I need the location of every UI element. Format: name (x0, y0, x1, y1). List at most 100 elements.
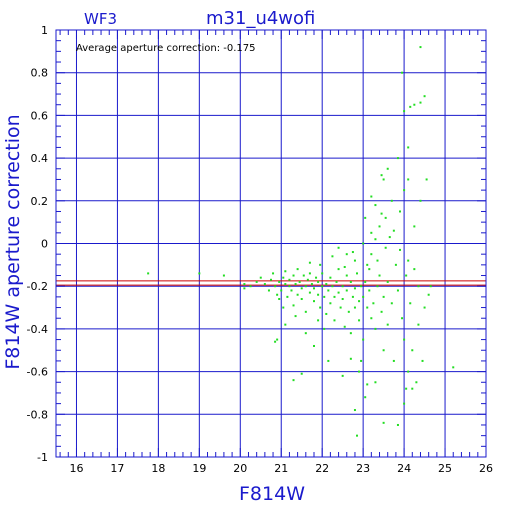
axis-ticks (56, 29, 487, 458)
data-point (286, 295, 289, 298)
data-point (323, 327, 326, 330)
data-point (325, 312, 328, 315)
data-point (370, 253, 373, 256)
data-point (419, 101, 422, 104)
data-point (308, 272, 311, 275)
data-point (339, 306, 342, 309)
x-tick-label: 26 (479, 462, 493, 475)
data-point (358, 300, 361, 303)
data-point (382, 178, 385, 181)
data-point (358, 319, 361, 322)
data-point (292, 379, 295, 382)
data-point (345, 274, 348, 277)
data-point (255, 280, 258, 283)
data-point (360, 359, 363, 362)
data-point (370, 231, 373, 234)
data-point (337, 291, 340, 294)
data-point (362, 295, 365, 298)
data-point (388, 236, 391, 239)
x-tick-label: 19 (192, 462, 206, 475)
data-point (380, 310, 383, 313)
x-tick-label: 16 (69, 462, 83, 475)
data-point (413, 103, 416, 106)
y-tick-label: 1 (41, 24, 48, 37)
data-point (317, 319, 320, 322)
x-tick-labels: 16 17 18 19 20 21 22 23 24 25 26 (69, 462, 493, 475)
data-point (429, 285, 432, 288)
data-point (409, 302, 412, 305)
y-tick-label: 0.2 (31, 195, 49, 208)
data-point (296, 293, 299, 296)
data-point (272, 272, 275, 275)
data-point (327, 359, 330, 362)
data-point (417, 323, 420, 326)
data-point (331, 285, 334, 288)
y-tick-label: 0.8 (31, 67, 49, 80)
data-point (317, 280, 320, 283)
data-point (427, 293, 430, 296)
data-point (347, 310, 350, 313)
data-point (376, 285, 379, 288)
data-points (147, 46, 455, 437)
data-point (356, 434, 358, 437)
data-point (407, 259, 410, 262)
data-point (276, 338, 279, 341)
data-point (327, 289, 330, 292)
data-point (407, 146, 410, 149)
average-annotation: Average aperture correction: -0.175 (76, 43, 256, 54)
y-tick-labels: 1 0.8 0.6 0.4 0.2 0 -0.2 -0.4 -0.6 -0.8 -1 (27, 24, 48, 464)
data-point (353, 306, 356, 309)
data-point (380, 174, 383, 177)
x-tick-label: 17 (110, 462, 124, 475)
data-point (315, 276, 318, 279)
data-point (284, 270, 287, 273)
data-point (319, 263, 322, 266)
data-point (341, 285, 344, 288)
data-point (300, 372, 303, 375)
y-tick-label: -1 (37, 451, 48, 464)
data-point (284, 323, 287, 326)
data-point (396, 423, 399, 426)
data-point (417, 285, 420, 288)
data-point (356, 272, 358, 275)
data-point (362, 242, 365, 245)
x-axis-label: F814W (239, 483, 305, 505)
data-point (341, 374, 344, 377)
data-point (353, 409, 356, 412)
data-point (337, 268, 340, 271)
data-point (358, 370, 361, 373)
reference-lines (56, 280, 486, 286)
data-point (319, 306, 322, 309)
y-tick-label: 0.4 (31, 152, 49, 165)
data-point (259, 276, 262, 279)
data-point (370, 195, 373, 198)
data-point (308, 261, 311, 264)
x-tick-label: 18 (151, 462, 165, 475)
data-point (343, 265, 346, 268)
data-point (396, 157, 399, 160)
data-point (292, 304, 295, 307)
data-point (364, 396, 367, 399)
data-point (343, 325, 346, 328)
data-point (392, 229, 395, 232)
data-point (335, 280, 338, 283)
data-point (419, 199, 422, 202)
data-point (403, 110, 406, 113)
data-point (337, 246, 340, 249)
data-point (409, 105, 412, 108)
data-point (280, 289, 283, 292)
data-point (353, 259, 356, 262)
data-point (304, 310, 307, 313)
data-point (390, 302, 393, 305)
y-tick-label: 0 (41, 238, 48, 251)
data-point (413, 225, 416, 228)
data-point (329, 302, 332, 305)
data-point (399, 210, 401, 213)
data-point (368, 268, 371, 271)
data-point (274, 285, 277, 288)
data-point (384, 246, 387, 249)
data-point (321, 285, 324, 288)
data-point (304, 332, 307, 335)
data-point (298, 280, 301, 283)
data-point (278, 280, 281, 283)
